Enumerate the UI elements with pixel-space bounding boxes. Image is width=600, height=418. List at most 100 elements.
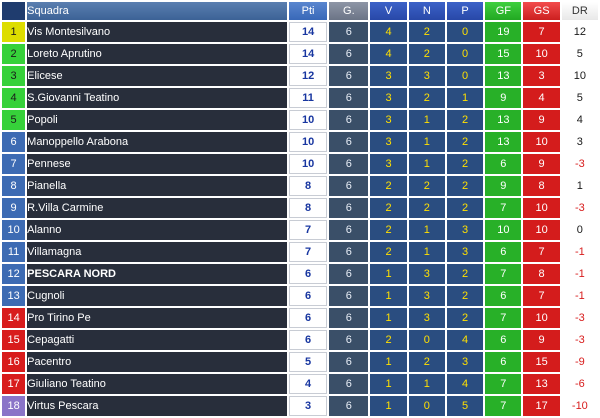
losses-cell: 2 [446, 286, 484, 306]
team-name-cell: Elicese [27, 66, 287, 86]
wins-cell: 1 [370, 308, 407, 328]
position-cell: 11 [2, 242, 26, 262]
header-goal-difference: DR [561, 2, 598, 20]
draws-cell: 1 [408, 220, 445, 240]
wins-cell: 3 [370, 88, 407, 108]
goals-against-cell: 3 [523, 66, 560, 86]
losses-cell: 3 [446, 352, 484, 372]
draws-cell: 2 [408, 88, 445, 108]
wins-cell: 1 [370, 396, 407, 416]
position-cell: 5 [2, 110, 26, 130]
team-name-cell: Pianella [27, 176, 287, 196]
goals-against-cell: 10 [523, 198, 560, 218]
table-row: 7 Pennese 10 6 3 1 2 6 9 -3 [2, 154, 598, 174]
losses-cell: 5 [446, 396, 484, 416]
standings-body: 1 Vis Montesilvano 14 6 4 2 0 19 7 12 2 Loreto Apru… [2, 22, 598, 416]
goals-against-cell: 10 [523, 132, 560, 152]
team-name-cell: Popoli [27, 110, 287, 130]
wins-cell: 2 [370, 176, 407, 196]
wins-cell: 1 [370, 374, 407, 394]
table-row: 8 Pianella 8 6 2 2 2 9 8 1 [2, 176, 598, 196]
goals-for-cell: 7 [485, 308, 522, 328]
draws-cell: 3 [408, 286, 445, 306]
table-row: 5 Popoli 10 6 3 1 2 13 9 4 [2, 110, 598, 130]
played-cell: 6 [329, 88, 369, 108]
goals-against-cell: 4 [523, 88, 560, 108]
points-cell: 7 [288, 220, 328, 240]
goals-for-cell: 13 [485, 132, 522, 152]
played-cell: 6 [329, 264, 369, 284]
draws-cell: 2 [408, 198, 445, 218]
goals-for-cell: 6 [485, 154, 522, 174]
goals-against-cell: 9 [523, 110, 560, 130]
losses-cell: 2 [446, 176, 484, 196]
wins-cell: 1 [370, 264, 407, 284]
losses-cell: 2 [446, 198, 484, 218]
goal-difference-cell: -1 [561, 242, 598, 262]
goal-difference-cell: -1 [561, 286, 598, 306]
points-cell: 10 [288, 154, 328, 174]
draws-cell: 3 [408, 308, 445, 328]
position-cell: 13 [2, 286, 26, 306]
goal-difference-cell: -3 [561, 154, 598, 174]
goal-difference-cell: -3 [561, 308, 598, 328]
losses-cell: 0 [446, 66, 484, 86]
header-row: Squadra Pti G. V N P GF GS DR [2, 2, 598, 20]
table-row: 9 R.Villa Carmine 8 6 2 2 2 7 10 -3 [2, 198, 598, 218]
losses-cell: 2 [446, 132, 484, 152]
header-goals-for: GF [485, 2, 522, 20]
table-row: 13 Cugnoli 6 6 1 3 2 6 7 -1 [2, 286, 598, 306]
goals-for-cell: 6 [485, 330, 522, 350]
goal-difference-cell: -10 [561, 396, 598, 416]
table-row: 6 Manoppello Arabona 10 6 3 1 2 13 10 3 [2, 132, 598, 152]
losses-cell: 2 [446, 110, 484, 130]
goals-against-cell: 10 [523, 220, 560, 240]
team-name-cell: Alanno [27, 220, 287, 240]
wins-cell: 3 [370, 110, 407, 130]
table-row: 16 Pacentro 5 6 1 2 3 6 15 -9 [2, 352, 598, 372]
played-cell: 6 [329, 176, 369, 196]
goal-difference-cell: 1 [561, 176, 598, 196]
goals-for-cell: 19 [485, 22, 522, 42]
wins-cell: 2 [370, 330, 407, 350]
header-losses: P [446, 2, 484, 20]
wins-cell: 4 [370, 44, 407, 64]
goals-for-cell: 7 [485, 198, 522, 218]
table-row: 10 Alanno 7 6 2 1 3 10 10 0 [2, 220, 598, 240]
position-cell: 18 [2, 396, 26, 416]
position-cell: 17 [2, 374, 26, 394]
team-name-cell: Pacentro [27, 352, 287, 372]
goals-for-cell: 7 [485, 374, 522, 394]
goal-difference-cell: 12 [561, 22, 598, 42]
wins-cell: 2 [370, 198, 407, 218]
played-cell: 6 [329, 286, 369, 306]
wins-cell: 3 [370, 132, 407, 152]
table-row: 2 Loreto Aprutino 14 6 4 2 0 15 10 5 [2, 44, 598, 64]
losses-cell: 3 [446, 242, 484, 262]
draws-cell: 0 [408, 330, 445, 350]
points-cell: 7 [288, 242, 328, 262]
played-cell: 6 [329, 22, 369, 42]
points-cell: 6 [288, 264, 328, 284]
team-name-cell: Cepagatti [27, 330, 287, 350]
losses-cell: 3 [446, 220, 484, 240]
played-cell: 6 [329, 220, 369, 240]
draws-cell: 1 [408, 110, 445, 130]
goals-against-cell: 7 [523, 22, 560, 42]
position-cell: 16 [2, 352, 26, 372]
goal-difference-cell: -1 [561, 264, 598, 284]
header-wins: V [370, 2, 407, 20]
draws-cell: 3 [408, 66, 445, 86]
team-name-cell: Vis Montesilvano [27, 22, 287, 42]
team-name-cell: R.Villa Carmine [27, 198, 287, 218]
header-draws: N [408, 2, 445, 20]
losses-cell: 2 [446, 264, 484, 284]
goals-for-cell: 15 [485, 44, 522, 64]
team-name-cell: S.Giovanni Teatino [27, 88, 287, 108]
goals-against-cell: 10 [523, 308, 560, 328]
goal-difference-cell: 5 [561, 88, 598, 108]
goals-against-cell: 9 [523, 330, 560, 350]
points-cell: 8 [288, 198, 328, 218]
team-name-cell: PESCARA NORD [27, 264, 287, 284]
wins-cell: 2 [370, 220, 407, 240]
